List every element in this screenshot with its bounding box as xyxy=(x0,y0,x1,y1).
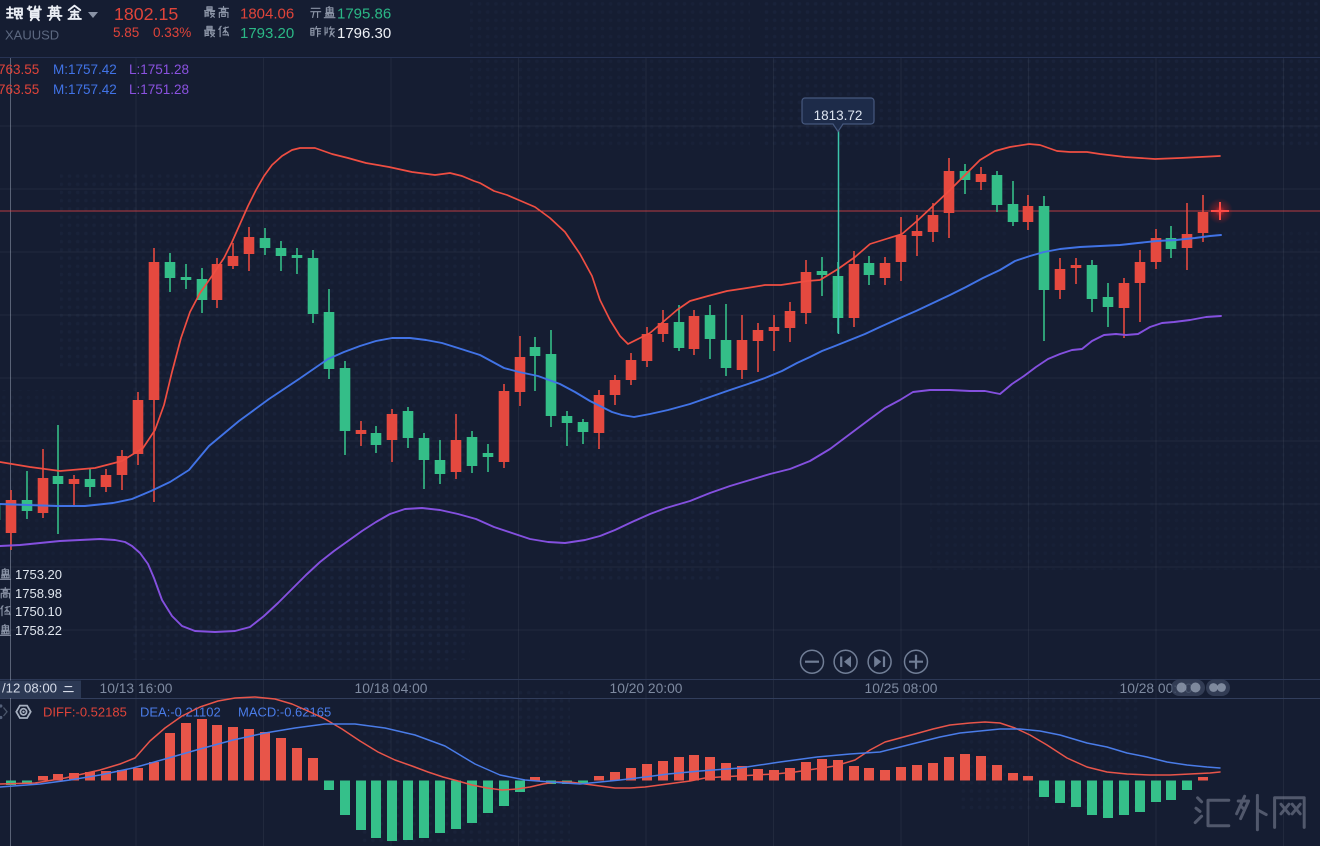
svg-text:1804.06: 1804.06 xyxy=(240,6,294,23)
svg-text:1813.72: 1813.72 xyxy=(814,108,863,123)
svg-text:1753.20: 1753.20 xyxy=(15,567,62,582)
svg-text:L:1751.28: L:1751.28 xyxy=(129,82,189,97)
svg-text:/12 08:00: /12 08:00 xyxy=(2,681,57,696)
svg-text:763.55: 763.55 xyxy=(0,82,39,97)
svg-text:M:1757.42: M:1757.42 xyxy=(53,62,117,77)
svg-text:1750.10: 1750.10 xyxy=(15,604,62,619)
svg-text:1758.98: 1758.98 xyxy=(15,586,62,601)
svg-text:763.55: 763.55 xyxy=(0,62,39,77)
svg-text:10/18 04:00: 10/18 04:00 xyxy=(355,681,428,696)
svg-text:DIFF:-0.52185: DIFF:-0.52185 xyxy=(43,705,127,720)
svg-text:1802.15: 1802.15 xyxy=(114,4,178,24)
svg-text:1793.20: 1793.20 xyxy=(240,25,294,42)
svg-text:L:1751.28: L:1751.28 xyxy=(129,62,189,77)
svg-text:1795.86: 1795.86 xyxy=(337,6,391,23)
svg-text:10/20 20:00: 10/20 20:00 xyxy=(610,681,683,696)
svg-text:1758.22: 1758.22 xyxy=(15,623,62,638)
svg-text:10/13 16:00: 10/13 16:00 xyxy=(100,681,173,696)
svg-text:0.33%: 0.33% xyxy=(153,25,191,40)
svg-text:M:1757.42: M:1757.42 xyxy=(53,82,117,97)
svg-text:XAUUSD: XAUUSD xyxy=(5,28,59,43)
svg-text:1796.30: 1796.30 xyxy=(337,25,391,42)
svg-text:MACD:-0.62165: MACD:-0.62165 xyxy=(238,705,331,720)
svg-text:DEA:-0.21102: DEA:-0.21102 xyxy=(140,705,221,720)
svg-text:5.85: 5.85 xyxy=(113,25,139,40)
svg-text:10/25 08:00: 10/25 08:00 xyxy=(865,681,938,696)
